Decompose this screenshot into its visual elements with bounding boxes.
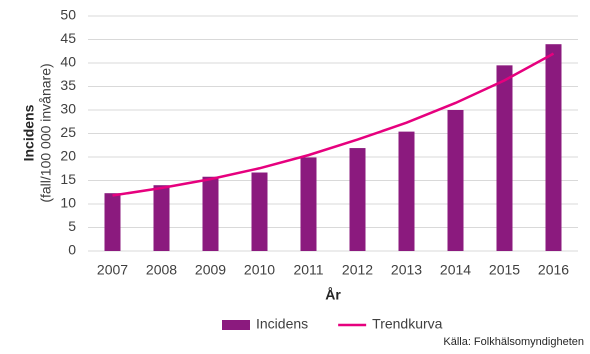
bar bbox=[447, 110, 464, 251]
y-tick-label: 45 bbox=[60, 30, 76, 46]
x-tick-label: 2010 bbox=[244, 262, 275, 278]
x-tick-label: 2009 bbox=[195, 262, 226, 278]
y-tick-label: 15 bbox=[60, 171, 76, 187]
y-tick-label: 35 bbox=[60, 77, 76, 93]
bar bbox=[202, 176, 219, 251]
y-tick-label: 50 bbox=[60, 7, 76, 23]
bar bbox=[545, 44, 562, 252]
x-tick-label: 2012 bbox=[342, 262, 373, 278]
y-axis-subtitle: (fall/100 000 invånare) bbox=[38, 63, 54, 202]
y-tick-label: 0 bbox=[68, 242, 76, 258]
bar bbox=[251, 172, 268, 251]
x-tick-label: 2014 bbox=[440, 262, 471, 278]
legend-label: Trendkurva bbox=[372, 316, 443, 332]
bar bbox=[300, 157, 317, 251]
bar bbox=[349, 148, 366, 251]
bar bbox=[153, 185, 170, 251]
x-axis-title: År bbox=[325, 287, 341, 303]
x-tick-label: 2016 bbox=[538, 262, 569, 278]
trend-line bbox=[112, 52, 555, 197]
legend-swatch bbox=[222, 320, 250, 330]
y-tick-label: 25 bbox=[60, 124, 76, 140]
x-tick-label: 2015 bbox=[489, 262, 520, 278]
source: Källa: Folkhälsomyndigheten bbox=[443, 336, 584, 348]
bar bbox=[398, 131, 415, 251]
x-tick-label: 2007 bbox=[97, 262, 128, 278]
bar bbox=[496, 65, 513, 251]
y-axis-title: Incidens bbox=[21, 104, 37, 161]
legend-label: Incidens bbox=[256, 316, 308, 332]
x-tick-label: 2013 bbox=[391, 262, 422, 278]
y-tick-label: 20 bbox=[60, 148, 76, 164]
y-tick-label: 30 bbox=[60, 101, 76, 117]
x-tick-label: 2011 bbox=[293, 262, 323, 278]
y-tick-label: 40 bbox=[60, 54, 76, 70]
y-tick-label: 10 bbox=[60, 195, 76, 211]
y-tick-label: 5 bbox=[68, 218, 76, 234]
x-tick-label: 2008 bbox=[146, 262, 177, 278]
bar bbox=[104, 193, 121, 251]
